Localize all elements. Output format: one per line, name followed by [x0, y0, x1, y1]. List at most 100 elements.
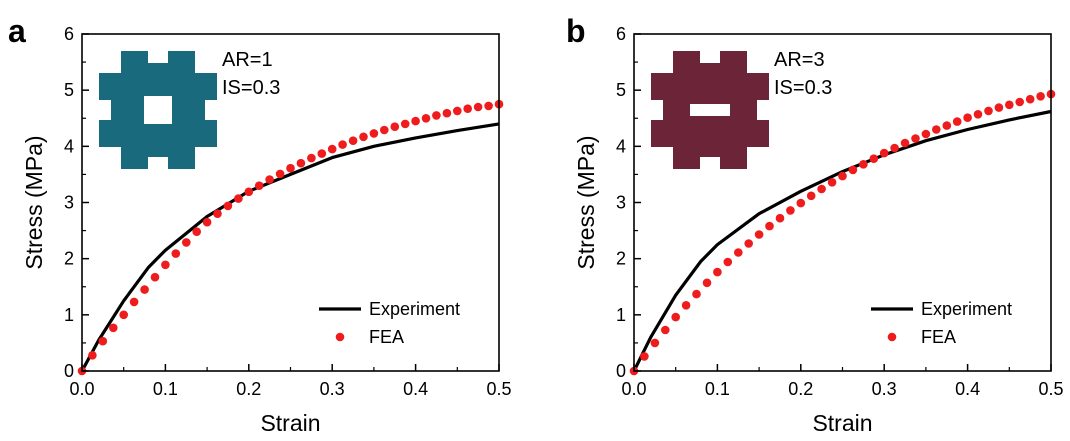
fea-point — [744, 239, 753, 248]
unit-cell-hole — [690, 104, 730, 116]
legend-swatch-marker — [887, 332, 897, 342]
fea-point — [890, 143, 899, 153]
x-tick-label: 0.4 — [955, 379, 980, 399]
fea-point — [369, 129, 379, 138]
y-tick-label: 3 — [64, 193, 74, 213]
fea-point — [359, 132, 368, 142]
fea-point — [671, 312, 680, 322]
fea-point — [400, 119, 410, 129]
y-tick-label: 6 — [616, 24, 626, 44]
fea-point — [182, 238, 191, 247]
fea-point — [661, 325, 670, 335]
fea-point — [411, 116, 420, 126]
fea-point — [1036, 92, 1045, 101]
fea-point — [338, 140, 347, 149]
fea-point — [223, 201, 233, 211]
y-tick-label: 3 — [616, 193, 626, 213]
fea-point — [754, 230, 764, 239]
fea-point — [681, 301, 691, 310]
fea-point — [994, 103, 1004, 112]
annotation-text: AR=3 — [774, 49, 825, 71]
fea-point — [796, 198, 806, 208]
panel-a: a AR=1 IS=0.3 0.0 0.1 0.2 0.3 0.4 0.5 0 1 2 3 4 5 6 Stra… — [8, 13, 512, 436]
fea-point — [98, 336, 108, 346]
fea-point — [973, 110, 983, 119]
x-axis-label: Strain — [260, 410, 320, 436]
fea-point — [900, 138, 910, 148]
y-tick-label: 0 — [616, 361, 626, 381]
x-tick-label: 0.3 — [320, 379, 345, 399]
fea-point — [942, 121, 952, 130]
fea-point — [109, 323, 118, 333]
fea-point — [161, 260, 170, 270]
fea-point — [140, 285, 149, 294]
unit-cell-notch — [205, 100, 217, 120]
fea-point — [723, 257, 733, 267]
fea-point — [88, 351, 97, 360]
legend-label: Experiment — [921, 299, 1012, 319]
y-tick-label: 4 — [64, 136, 74, 156]
annotation-text: IS=0.3 — [774, 77, 832, 99]
y-tick-label: 4 — [616, 136, 626, 156]
fea-point — [463, 104, 473, 113]
legend-swatch-marker — [335, 332, 345, 342]
y-tick-label: 5 — [64, 80, 74, 100]
x-tick-label: 0.1 — [705, 379, 730, 399]
fea-point — [984, 106, 993, 116]
y-tick-label: 1 — [64, 305, 74, 325]
fea-point — [734, 248, 743, 257]
fea-point — [254, 181, 264, 190]
fea-point — [432, 111, 441, 120]
fea-point — [327, 144, 337, 154]
fea-point — [348, 136, 358, 145]
unit-cell-notch — [700, 157, 720, 169]
fea-point — [453, 106, 462, 116]
x-tick-label: 0.2 — [236, 379, 261, 399]
fea-point — [484, 101, 493, 111]
y-axis-label: Stress (MPa) — [21, 135, 47, 269]
x-tick-label: 0.0 — [69, 379, 94, 399]
fea-point — [952, 117, 962, 126]
fea-point — [775, 213, 785, 223]
fea-point — [473, 102, 483, 112]
fea-point — [702, 278, 712, 288]
annotation-text: IS=0.3 — [222, 77, 280, 99]
fea-point — [119, 310, 128, 320]
fea-point — [421, 114, 431, 123]
unit-cell-notch — [148, 51, 168, 63]
fea-point — [713, 267, 722, 277]
fea-point — [827, 178, 837, 187]
x-tick-label: 0.5 — [486, 379, 511, 399]
legend-label: Experiment — [369, 299, 460, 319]
x-tick-label: 0.1 — [153, 379, 178, 399]
annotation-text: AR=1 — [222, 49, 273, 71]
y-tick-label: 0 — [64, 361, 74, 381]
fea-point — [307, 153, 316, 163]
fea-point — [932, 125, 941, 134]
fea-point — [1015, 97, 1024, 107]
legend-label: FEA — [921, 327, 956, 347]
fea-point — [296, 158, 306, 168]
fea-point — [380, 125, 389, 135]
fea-point — [911, 134, 920, 143]
fea-point — [129, 297, 139, 307]
unit-cell-notch — [700, 51, 720, 63]
fea-point — [265, 175, 274, 184]
fea-point — [817, 184, 826, 194]
fea-point — [692, 289, 701, 299]
fea-point — [640, 352, 649, 361]
y-tick-label: 6 — [64, 24, 74, 44]
fea-point — [786, 206, 795, 215]
fea-point — [838, 171, 847, 181]
y-tick-label: 2 — [616, 249, 626, 269]
unit-cell-hole — [144, 96, 172, 124]
y-axis-label: Stress (MPa) — [573, 135, 599, 269]
unit-cell-notch — [757, 100, 769, 120]
fea-point — [234, 194, 243, 203]
x-tick-label: 0.2 — [788, 379, 813, 399]
fea-point — [192, 227, 201, 236]
series-line-experiment — [632, 109, 1052, 372]
panel-b: b AR=3 IS=0.3 0.0 0.1 0.2 0.3 0.4 0.5 0 1 2 3 4 5 6 Stra… — [566, 13, 1064, 436]
x-tick-label: 0.0 — [621, 379, 646, 399]
